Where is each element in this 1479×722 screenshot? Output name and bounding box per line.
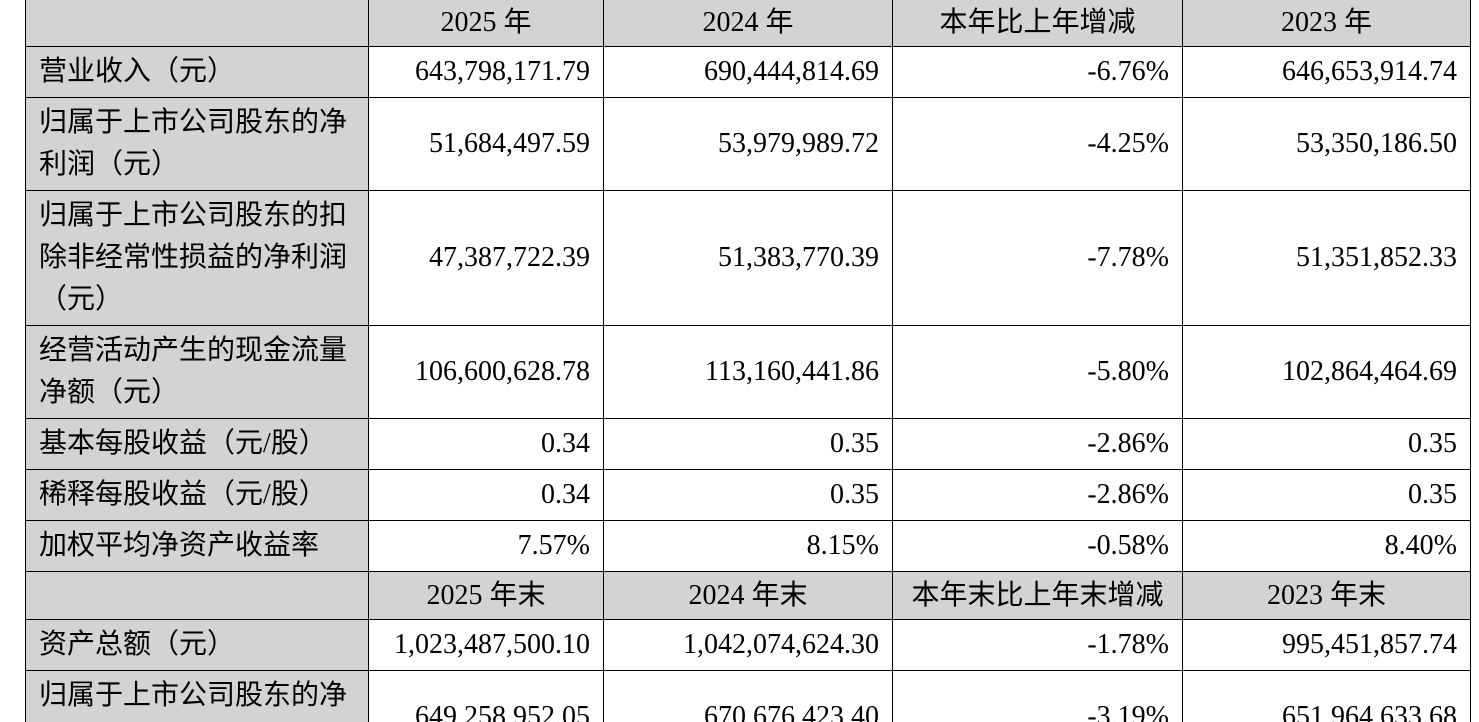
row-label: 资产总额（元） (25, 619, 369, 671)
row-label: 营业收入（元） (25, 46, 369, 98)
cell-value: -7.78% (892, 190, 1183, 326)
row-label: 归属于上市公司股东的净资产（元） (25, 670, 369, 722)
row-label: 归属于上市公司股东的扣除非经常性损益的净利润（元） (25, 190, 369, 326)
row-label: 稀释每股收益（元/股） (25, 469, 369, 521)
col-header-2025: 2025 年 (368, 0, 604, 47)
financial-summary-table: 2025 年 2024 年 本年比上年增减 2023 年 营业收入（元） 643… (25, 0, 1471, 722)
cell-value: 47,387,722.39 (368, 190, 604, 326)
row-label: 归属于上市公司股东的净利润（元） (25, 97, 369, 191)
cell-value: -3.19% (892, 670, 1183, 722)
row-label: 经营活动产生的现金流量净额（元） (25, 325, 369, 419)
cell-value: 7.57% (368, 520, 604, 572)
cell-value: -2.86% (892, 469, 1183, 521)
cell-value: 0.35 (603, 418, 893, 470)
table-row-net-profit: 归属于上市公司股东的净利润（元） 51,684,497.59 53,979,98… (25, 97, 1471, 191)
cell-value: 0.35 (603, 469, 893, 521)
cell-value: 53,350,186.50 (1182, 97, 1471, 191)
col-header-2023-end: 2023 年末 (1182, 571, 1471, 620)
header-row-annual: 2025 年 2024 年 本年比上年增减 2023 年 (25, 0, 1471, 47)
cell-value: 53,979,989.72 (603, 97, 893, 191)
table-row-weighted-avg-roe: 加权平均净资产收益率 7.57% 8.15% -0.58% 8.40% (25, 520, 1471, 572)
col-header-2024: 2024 年 (603, 0, 893, 47)
cell-value: 1,042,074,624.30 (603, 619, 893, 671)
table-row-diluted-eps: 稀释每股收益（元/股） 0.34 0.35 -2.86% 0.35 (25, 469, 1471, 521)
cell-value: 670,676,423.40 (603, 670, 893, 722)
col-header-period-end-change: 本年末比上年末增减 (892, 571, 1183, 620)
cell-value: -5.80% (892, 325, 1183, 419)
col-header-2024-end: 2024 年末 (603, 571, 893, 620)
cell-value: 0.35 (1182, 469, 1471, 521)
cell-value: 106,600,628.78 (368, 325, 604, 419)
cell-value: 8.15% (603, 520, 893, 572)
cell-value: 0.34 (368, 418, 604, 470)
table-row-basic-eps: 基本每股收益（元/股） 0.34 0.35 -2.86% 0.35 (25, 418, 1471, 470)
cell-value: 649,258,952.05 (368, 670, 604, 722)
cell-value: 651,964,633.68 (1182, 670, 1471, 722)
cell-value: 646,653,914.74 (1182, 46, 1471, 98)
table-row-net-profit-excl-nonrecurring: 归属于上市公司股东的扣除非经常性损益的净利润（元） 47,387,722.39 … (25, 190, 1471, 326)
cell-value: -6.76% (892, 46, 1183, 98)
header-row-period-end: 2025 年末 2024 年末 本年末比上年末增减 2023 年末 (25, 571, 1471, 620)
table-row-net-assets: 归属于上市公司股东的净资产（元） 649,258,952.05 670,676,… (25, 670, 1471, 722)
cell-value: -2.86% (892, 418, 1183, 470)
row-label: 基本每股收益（元/股） (25, 418, 369, 470)
header-corner-cell (25, 571, 369, 620)
cell-value: 102,864,464.69 (1182, 325, 1471, 419)
col-header-2025-end: 2025 年末 (368, 571, 604, 620)
cell-value: -1.78% (892, 619, 1183, 671)
cell-value: 690,444,814.69 (603, 46, 893, 98)
cell-value: -0.58% (892, 520, 1183, 572)
col-header-yoy-change: 本年比上年增减 (892, 0, 1183, 47)
cell-value: 0.35 (1182, 418, 1471, 470)
header-corner-cell (25, 0, 369, 47)
cell-value: 51,351,852.33 (1182, 190, 1471, 326)
cell-value: 995,451,857.74 (1182, 619, 1471, 671)
cell-value: 1,023,487,500.10 (368, 619, 604, 671)
col-header-2023: 2023 年 (1182, 0, 1471, 47)
table-row-operating-cash-flow: 经营活动产生的现金流量净额（元） 106,600,628.78 113,160,… (25, 325, 1471, 419)
cell-value: 113,160,441.86 (603, 325, 893, 419)
table-row-total-assets: 资产总额（元） 1,023,487,500.10 1,042,074,624.3… (25, 619, 1471, 671)
cell-value: 0.34 (368, 469, 604, 521)
cell-value: -4.25% (892, 97, 1183, 191)
row-label: 加权平均净资产收益率 (25, 520, 369, 572)
cell-value: 51,684,497.59 (368, 97, 604, 191)
table-row-revenue: 营业收入（元） 643,798,171.79 690,444,814.69 -6… (25, 46, 1471, 98)
cell-value: 643,798,171.79 (368, 46, 604, 98)
cell-value: 51,383,770.39 (603, 190, 893, 326)
cell-value: 8.40% (1182, 520, 1471, 572)
